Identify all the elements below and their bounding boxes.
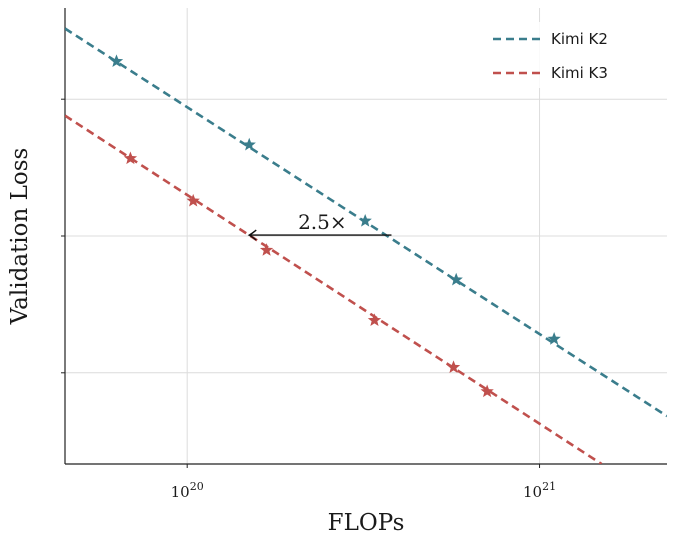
series-point-0: [242, 137, 256, 151]
legend-label: Kimi K3: [551, 64, 608, 82]
series-point-0: [358, 213, 372, 227]
x-axis-title: FLOPs: [328, 510, 405, 536]
y-axis-title: Validation Loss: [7, 148, 33, 326]
series-line-1: [65, 114, 603, 464]
series-points: [109, 54, 561, 398]
legend: Kimi K2 Kimi K3: [484, 22, 656, 88]
series-lines: [65, 27, 667, 464]
series-point-0: [547, 332, 561, 345]
annotation-layer: 2.5×: [247, 210, 392, 241]
annotation-arrowhead: [247, 229, 257, 241]
series-point-1: [186, 193, 200, 207]
series-point-0: [109, 54, 124, 68]
ticks-layer: 1020 1021: [61, 98, 556, 501]
series-point-1: [259, 243, 274, 256]
series-point-1: [480, 384, 494, 398]
annotation-label: 2.5×: [298, 210, 347, 234]
series-point-0: [449, 272, 463, 286]
series-point-1: [367, 313, 382, 327]
series-point-1: [123, 151, 138, 165]
legend-box: [484, 22, 656, 88]
series-point-1: [446, 360, 461, 373]
x-tick-label: 1021: [523, 480, 556, 501]
legend-label: Kimi K2: [551, 30, 608, 48]
x-tick-label: 1020: [171, 480, 204, 501]
